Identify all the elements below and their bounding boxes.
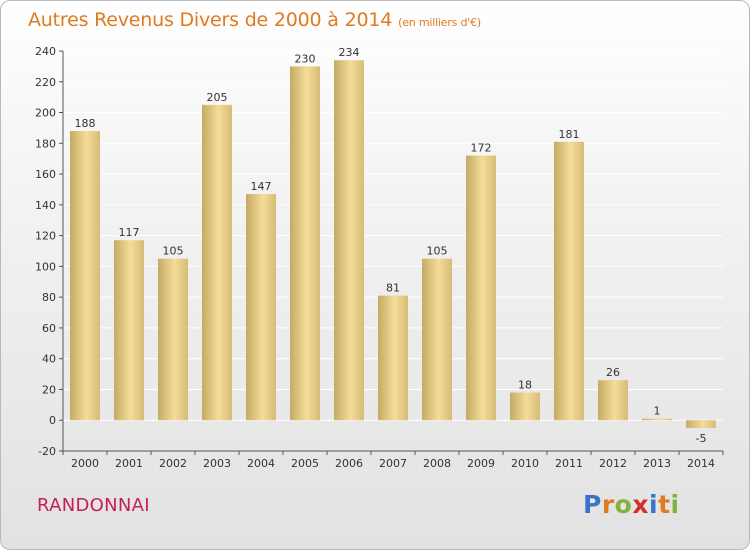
bar	[158, 258, 188, 421]
bar	[202, 104, 232, 421]
data-label: 1	[654, 405, 661, 418]
y-tick-label: 200	[35, 107, 56, 120]
y-tick-label: 140	[35, 199, 56, 212]
y-tick-label: 60	[42, 322, 56, 335]
commune-name: RANDONNAI	[37, 495, 150, 516]
bar	[378, 295, 408, 421]
bars	[70, 60, 716, 428]
data-label: 81	[386, 282, 400, 295]
proxiti-logo: Proxiti	[583, 490, 680, 519]
x-tick-label: 2004	[247, 457, 275, 470]
data-labels: 188 117 105 205 147 230 234 81 105 172 18 181 26 1 -5	[75, 46, 707, 445]
bar	[598, 380, 628, 421]
bar	[334, 60, 364, 421]
y-tick-label: 80	[42, 291, 56, 304]
x-tick-label: 2000	[71, 457, 99, 470]
x-tick-label: 2003	[203, 457, 231, 470]
bar	[510, 392, 540, 421]
y-tick-label: 20	[42, 383, 56, 396]
data-label: 234	[339, 46, 360, 59]
x-tick-labels: 2000 2001 2002 2003 2004 2005 2006 2007 2008 2009…	[62, 451, 724, 470]
chart-title-text: Autres Revenus Divers de 2000 à 2014	[28, 9, 393, 31]
y-tick-label: -20	[38, 445, 56, 458]
x-tick-label: 2009	[467, 457, 495, 470]
data-label: 105	[163, 245, 184, 258]
y-tick-label: 40	[42, 353, 56, 366]
y-tick-label: 240	[35, 45, 56, 58]
data-label: 172	[471, 142, 492, 155]
bar	[554, 141, 584, 421]
x-tick-label: 2014	[687, 457, 715, 470]
bar	[114, 240, 144, 421]
x-tick-label: 2007	[379, 457, 407, 470]
y-tick-label: 0	[49, 414, 56, 427]
bar	[642, 418, 672, 421]
x-tick-label: 2008	[423, 457, 451, 470]
x-tick-label: 2006	[335, 457, 363, 470]
x-tick-label: 2013	[643, 457, 671, 470]
data-label: 105	[427, 245, 448, 258]
bar	[466, 155, 496, 421]
data-label: 230	[295, 52, 316, 65]
data-label: -5	[696, 432, 707, 445]
data-label: 205	[207, 91, 228, 104]
y-tick-label: 180	[35, 137, 56, 150]
data-label: 147	[251, 180, 272, 193]
y-tick-label: 100	[35, 260, 56, 273]
data-label: 188	[75, 117, 96, 130]
y-tick-label: 120	[35, 230, 56, 243]
x-tick-label: 2012	[599, 457, 627, 470]
x-tick-label: 2010	[511, 457, 539, 470]
data-label: 26	[606, 366, 620, 379]
y-tick-label: 160	[35, 168, 56, 181]
bar	[70, 131, 100, 421]
bar	[290, 66, 320, 421]
data-label: 181	[559, 128, 580, 141]
x-tick-label: 2011	[555, 457, 583, 470]
axes	[62, 51, 723, 452]
data-label: 117	[119, 226, 140, 239]
y-tick-labels: -20 0 20 40 60 80 100 120 140 160 180 200 220 240	[35, 45, 56, 458]
x-tick-label: 2005	[291, 457, 319, 470]
bar	[686, 420, 716, 428]
x-tick-label: 2002	[159, 457, 187, 470]
y-tick-label: 220	[35, 76, 56, 89]
x-tick-label: 2001	[115, 457, 143, 470]
bar	[246, 194, 276, 421]
bar	[422, 258, 452, 421]
data-label: 18	[518, 379, 532, 392]
chart-subtitle: (en milliers d'€)	[398, 16, 482, 29]
chart-title: Autres Revenus Divers de 2000 à 2014 (en …	[28, 9, 481, 31]
